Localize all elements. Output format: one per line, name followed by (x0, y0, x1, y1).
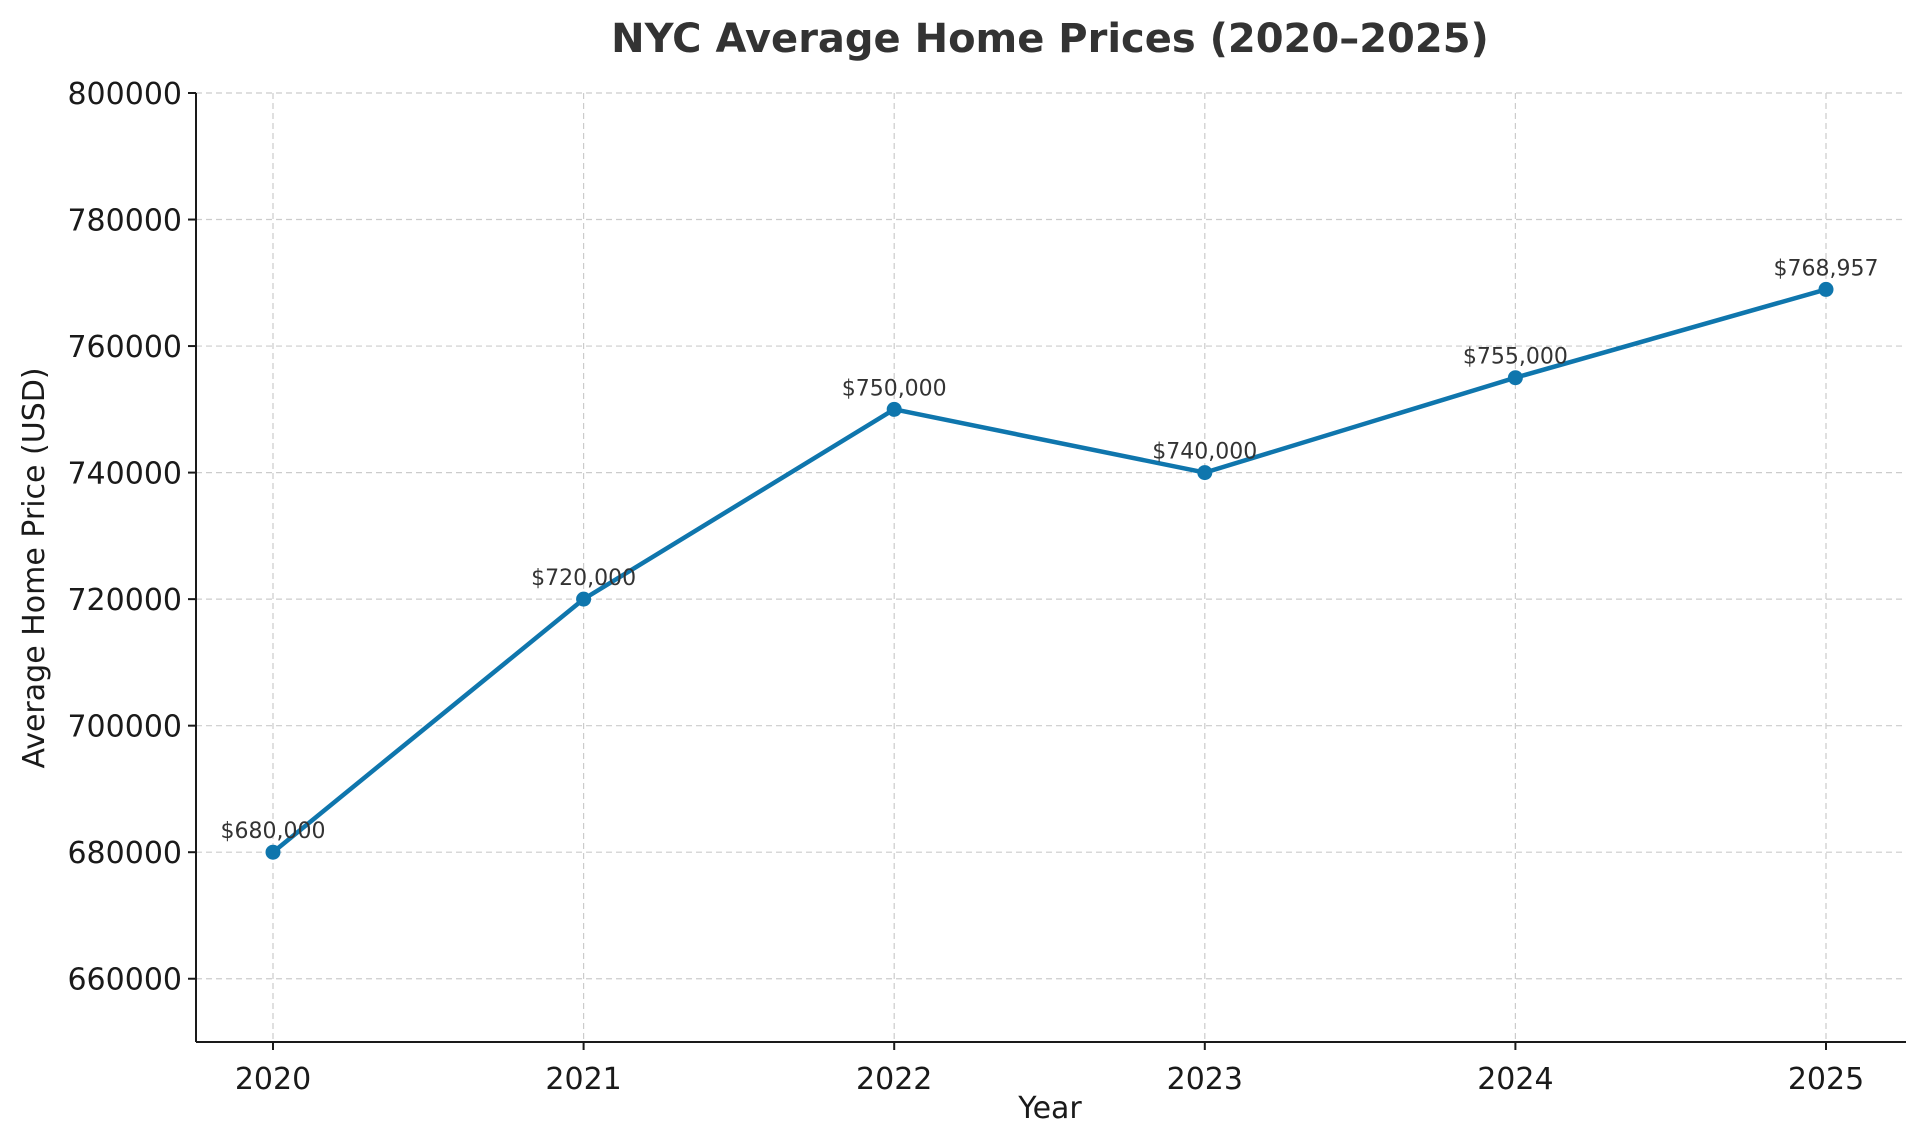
y-tick-label: 760000 (67, 330, 182, 365)
x-axis-ticks: 2020 2021 2022 2023 2024 2025 (235, 1042, 1864, 1097)
y-axis-label: Average Home Price (USD) (17, 367, 52, 768)
y-tick-label: 780000 (67, 204, 182, 239)
data-label: $680,000 (221, 819, 326, 844)
data-label: $755,000 (1463, 345, 1568, 370)
y-axis-ticks: 660000 680000 700000 720000 740000 760000 7800… (67, 77, 196, 998)
grid (196, 92, 1906, 1042)
series-line (271, 287, 1827, 854)
data-label: $720,000 (531, 566, 636, 591)
x-tick-label: 2025 (1788, 1062, 1864, 1097)
y-tick-label: 680000 (67, 836, 182, 871)
axes (195, 93, 1906, 1043)
data-point (886, 401, 902, 417)
data-point (1197, 465, 1213, 481)
x-tick-label: 2021 (545, 1062, 621, 1097)
data-point (1507, 370, 1523, 386)
x-axis-label: Year (1017, 1091, 1082, 1126)
data-point (265, 844, 281, 860)
data-point (576, 591, 592, 607)
y-tick-label: 740000 (67, 457, 182, 492)
x-tick-label: 2022 (856, 1062, 932, 1097)
x-tick-label: 2020 (235, 1062, 311, 1097)
y-tick-label: 800000 (67, 77, 182, 112)
data-label: $740,000 (1152, 440, 1257, 465)
y-tick-label: 660000 (67, 963, 182, 998)
x-tick-label: 2023 (1167, 1062, 1243, 1097)
y-tick-label: 700000 (67, 710, 182, 745)
chart-title: NYC Average Home Prices (2020–2025) (611, 16, 1489, 62)
series-group: $680,000 $720,000 $750,000 $740,000 $755,000… (221, 256, 1879, 860)
data-label: $768,957 (1774, 256, 1879, 281)
x-tick-label: 2024 (1477, 1062, 1553, 1097)
data-point (1818, 281, 1834, 297)
y-tick-label: 720000 (67, 583, 182, 618)
data-label: $750,000 (842, 376, 947, 401)
